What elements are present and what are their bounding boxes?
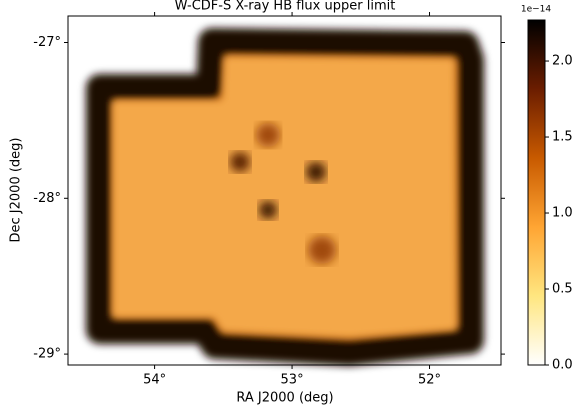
x-tick-label: 54° (143, 373, 166, 388)
y-tick-label: -28° (33, 191, 61, 206)
y-tick-label: -27° (33, 35, 61, 50)
chart-title: W-CDF-S X-ray HB flux upper limit (175, 0, 396, 14)
colorbar-tick-label: 2.0 (552, 54, 573, 69)
colorbar-tick-label: 0.5 (552, 282, 573, 297)
x-tick-label: 52° (418, 373, 441, 388)
colorbar-offset: 1e−14 (521, 5, 552, 15)
colorbar-tick-label: 0.0 (552, 358, 573, 373)
colorbar (527, 19, 546, 366)
y-tick-label: -29° (33, 347, 61, 362)
x-tick-label: 53° (281, 373, 304, 388)
colorbar-tick-label: 1.0 (552, 206, 573, 221)
colorbar-tick-label: 1.5 (552, 130, 573, 145)
plot-border (67, 15, 502, 366)
x-axis-label: RA J2000 (deg) (236, 391, 333, 406)
sky-footprint (86, 28, 484, 366)
y-axis-label: Dec J2000 (deg) (9, 138, 24, 243)
